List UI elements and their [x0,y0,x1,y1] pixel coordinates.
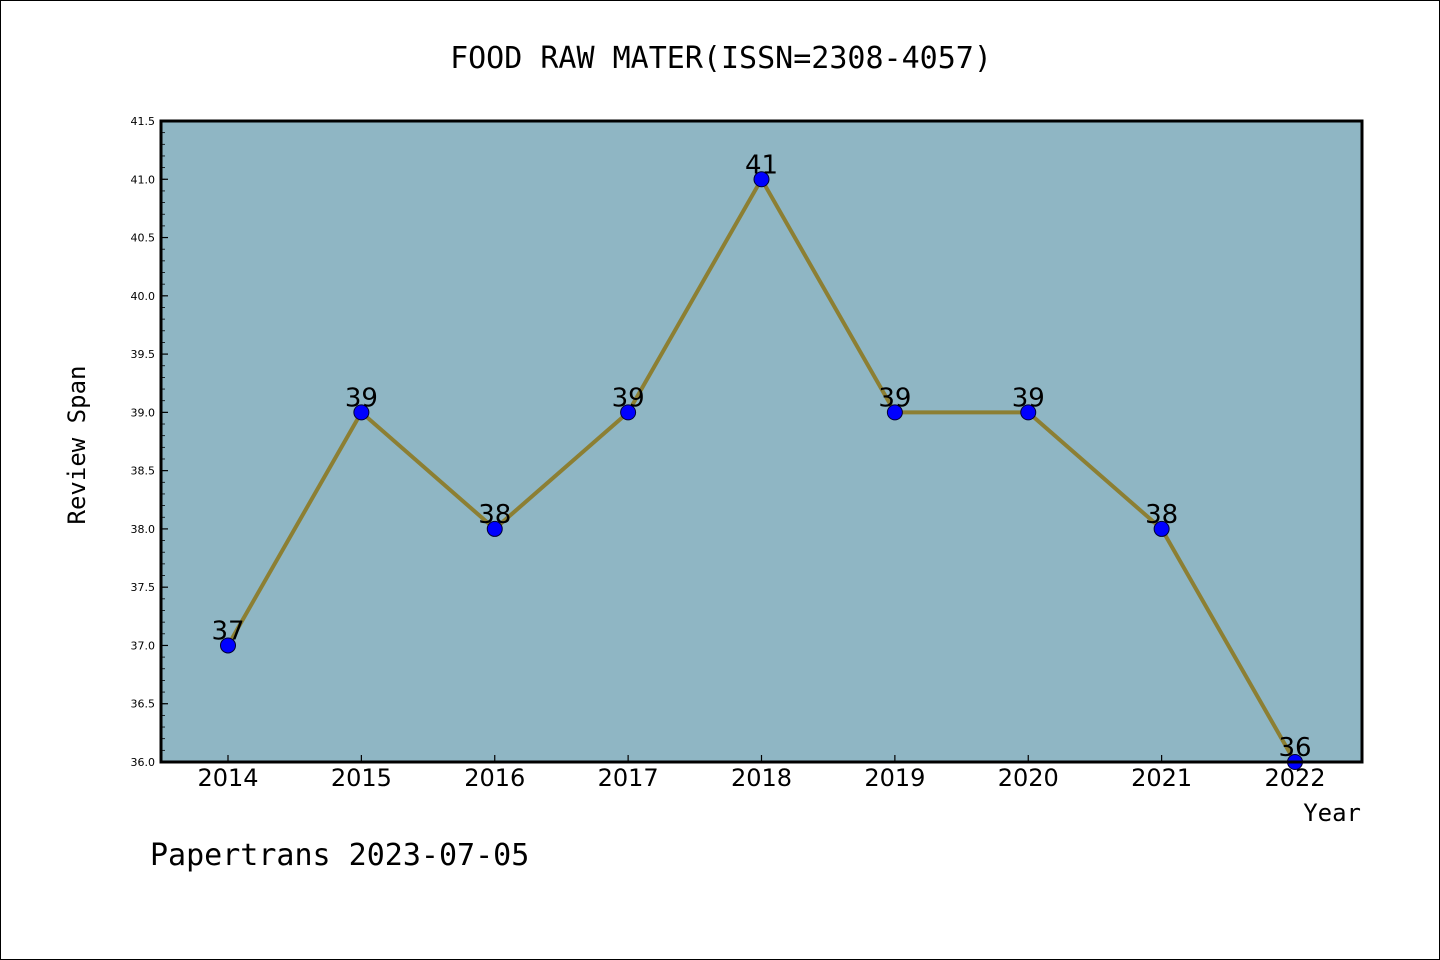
data-label: 39 [878,383,911,413]
y-tick-label: 39.0 [131,406,156,419]
data-label: 41 [745,150,778,180]
y-tick-label: 36.0 [131,756,156,769]
data-label: 36 [1278,733,1311,763]
y-tick-label: 40.0 [131,290,156,303]
x-axis: 2014 2015 2016 2017 2018 2019 2020 2021 2022 [197,755,1326,792]
data-label: 37 [211,616,244,646]
data-point [353,404,370,421]
data-label-layer: 37 39 38 39 41 39 39 38 36 [211,150,1311,763]
data-label: 38 [1145,500,1178,530]
data-label: 39 [612,383,645,413]
data-label: 38 [478,500,511,530]
plot-frame [159,119,1364,764]
data-point [220,637,236,654]
x-tick-label: 2017 [598,764,659,792]
x-tick-label: 2014 [197,764,258,792]
x-axis-label: Year [1303,799,1361,827]
data-point [753,171,770,188]
y-tick-label: 41.0 [131,173,156,186]
x-tick-label: 2021 [1131,764,1192,792]
y-tick-label: 37.5 [131,581,156,594]
data-point [620,404,637,421]
x-tick-label: 2016 [464,764,525,792]
x-tick-label: 2015 [331,764,392,792]
data-point [1153,520,1170,537]
data-point [886,404,903,421]
x-tick-label: 2020 [998,764,1059,792]
data-label: 39 [345,383,378,413]
chart-title: FOOD RAW MATER(ISSN=2308-4057) [450,41,992,76]
y-tick-label: 40.5 [131,232,156,245]
x-tick-label: 2018 [731,764,792,792]
y-tick-label: 37.0 [131,639,156,652]
series-layer [220,171,1303,770]
y-tick-label: 41.5 [131,115,156,128]
x-tick-label: 2019 [864,764,925,792]
data-point [1020,404,1037,421]
footer-text: Papertrans 2023-07-05 [150,838,529,873]
y-tick-label: 39.5 [131,348,156,361]
data-label: 39 [1012,383,1045,413]
plot-area [161,121,1362,762]
y-axis-label: Review Span [63,366,91,525]
y-tick-label: 38.5 [131,465,156,478]
y-tick-label: 36.5 [131,698,156,711]
y-tick-label: 38.0 [131,523,156,536]
y-axis: 36.0 36.5 37.0 37.5 38.0 38.5 39.0 39.5 40.0 40.5… [131,115,168,769]
data-point [486,520,503,537]
